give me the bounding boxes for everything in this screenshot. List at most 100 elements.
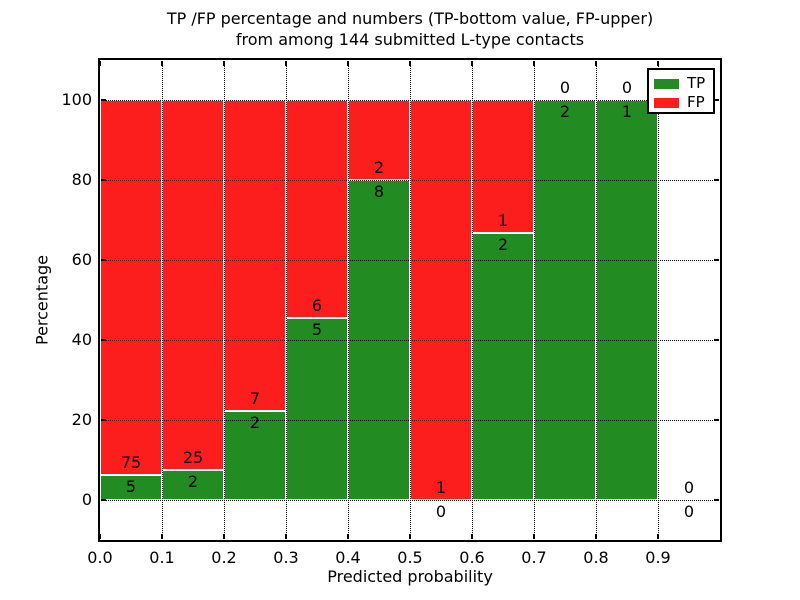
annotation-fp-count-0.3: 6	[311, 296, 323, 316]
gridline-x-0.1	[161, 62, 163, 539]
annotation-fp-count-0.5: 1	[435, 478, 447, 497]
x-tick-label-0.3: 0.3	[273, 548, 299, 567]
gridline-y-40	[102, 339, 719, 341]
y-tick-label-100: 100	[61, 90, 92, 109]
gridline-x-0.6	[471, 62, 473, 539]
bar-tp-0.7	[534, 100, 596, 500]
legend: TP FP	[647, 68, 715, 114]
bar-fp-0.1	[162, 100, 224, 471]
annotation-tp-count-0.2: 2	[249, 413, 261, 433]
y-tick-left-60	[101, 259, 106, 261]
annotation-tp-count-0.7: 2	[559, 102, 571, 121]
chart-title-line2: from among 144 submitted L-type contacts	[235, 30, 585, 49]
gridline-x-0.8	[595, 62, 597, 539]
bar-fp-0.6	[472, 100, 534, 234]
legend-item-tp: TP	[654, 74, 713, 93]
x-tick-top-0.6	[471, 61, 473, 66]
gridline-y-60	[102, 259, 719, 261]
x-tick-label-0.6: 0.6	[459, 548, 485, 567]
annotation-fp-count-0.9: 0	[683, 478, 695, 497]
y-tick-left-80	[101, 179, 106, 181]
y-tick-label-0: 0	[81, 490, 92, 509]
y-tick-label-40: 40	[71, 330, 92, 349]
x-tick-bottom-0.7	[533, 534, 535, 539]
y-tick-left-20	[101, 419, 106, 421]
gridline-y-0	[102, 499, 719, 501]
annotation-fp-count-0.1: 25	[182, 448, 204, 468]
bar-fp-0.3	[286, 100, 348, 319]
tp-legend-label: TP	[687, 74, 706, 92]
gridline-x-0.3	[285, 62, 287, 539]
y-tick-right-100	[714, 99, 719, 101]
gridline-x-0.4	[347, 62, 349, 539]
x-tick-top-0.1	[161, 61, 163, 66]
x-tick-bottom-0.2	[223, 534, 225, 539]
x-tick-bottom-0.4	[347, 534, 349, 539]
bar-tp-0.3	[286, 318, 348, 500]
y-tick-left-100	[101, 99, 106, 101]
x-axis-label: Predicted probability	[327, 567, 493, 586]
x-tick-label-0.0: 0.0	[87, 548, 113, 567]
bar-tp-0.2	[224, 411, 286, 500]
x-tick-bottom-0.5	[409, 534, 411, 539]
annotation-tp-count-0.5: 0	[435, 502, 447, 521]
annotation-fp-count-0.2: 7	[249, 389, 261, 409]
bar-fp-0.2	[224, 100, 286, 412]
gridline-x-0.5	[409, 62, 411, 539]
fp-legend-swatch-icon	[654, 97, 679, 108]
annotation-fp-count-0.4: 2	[373, 158, 385, 177]
x-tick-top-0.7	[533, 61, 535, 66]
x-tick-top-0.4	[347, 61, 349, 66]
x-tick-label-0.4: 0.4	[335, 548, 361, 567]
y-tick-left-0	[101, 499, 106, 501]
gridline-y-20	[102, 419, 719, 421]
annotation-tp-count-0.9: 0	[683, 502, 695, 521]
annotation-fp-count-0.0: 75	[120, 453, 142, 472]
annotation-tp-count-0.3: 5	[311, 320, 323, 340]
gridline-x-0.9	[657, 62, 659, 539]
legend-item-fp: FP	[654, 93, 713, 112]
x-tick-top-0.8	[595, 61, 597, 66]
x-tick-top-0.0	[99, 61, 101, 66]
x-tick-label-0.9: 0.9	[645, 548, 671, 567]
x-tick-top-0.5	[409, 61, 411, 66]
y-tick-label-60: 60	[71, 250, 92, 269]
gridline-y-100	[102, 99, 719, 101]
x-tick-label-0.1: 0.1	[149, 548, 175, 567]
x-tick-top-0.2	[223, 61, 225, 66]
annotation-tp-count-0.0: 5	[125, 477, 137, 496]
bar-tp-0.6	[472, 233, 534, 500]
annotation-tp-count-0.4: 8	[373, 182, 385, 201]
y-tick-left-40	[101, 339, 106, 341]
x-tick-label-0.2: 0.2	[211, 548, 237, 567]
bar-fp-0.5	[410, 100, 472, 500]
y-tick-right-60	[714, 259, 719, 261]
annotation-fp-count-0.6: 1	[497, 211, 509, 231]
x-tick-bottom-0.8	[595, 534, 597, 539]
tp-legend-swatch-icon	[654, 78, 679, 89]
annotation-tp-count-0.8: 1	[621, 102, 633, 121]
x-tick-bottom-0.6	[471, 534, 473, 539]
gridline-y-80	[102, 179, 719, 181]
gridline-x-0.7	[533, 62, 535, 539]
bar-tp-0.8	[596, 100, 658, 500]
y-tick-right-80	[714, 179, 719, 181]
y-tick-right-20	[714, 419, 719, 421]
fp-legend-label: FP	[687, 93, 705, 111]
annotation-tp-count-0.1: 2	[187, 472, 199, 492]
x-tick-bottom-0.0	[99, 534, 101, 539]
x-tick-label-0.7: 0.7	[521, 548, 547, 567]
y-tick-label-80: 80	[71, 170, 92, 189]
chart-title: TP /FP percentage and numbers (TP-bottom…	[100, 8, 720, 50]
x-tick-bottom-0.3	[285, 534, 287, 539]
y-tick-right-40	[714, 339, 719, 341]
x-tick-top-0.9	[657, 61, 659, 66]
x-tick-bottom-0.9	[657, 534, 659, 539]
y-tick-label-20: 20	[71, 410, 92, 429]
annotation-tp-count-0.6: 2	[497, 235, 509, 255]
annotation-fp-count-0.8: 0	[621, 78, 633, 97]
annotation-fp-count-0.7: 0	[559, 78, 571, 97]
chart-title-line1: TP /FP percentage and numbers (TP-bottom…	[166, 9, 654, 28]
x-tick-top-0.3	[285, 61, 287, 66]
